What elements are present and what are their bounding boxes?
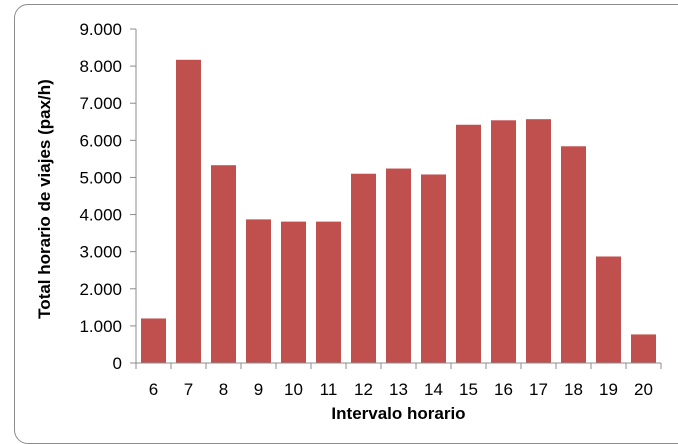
bar — [386, 168, 411, 363]
y-tick-label: 1.000 — [79, 317, 122, 336]
bar — [141, 318, 166, 363]
x-tick-label: 20 — [634, 380, 653, 399]
x-tick-label: 10 — [284, 380, 303, 399]
x-tick-label: 13 — [389, 380, 408, 399]
x-tick-label: 12 — [354, 380, 373, 399]
y-tick-label: 7.000 — [79, 94, 122, 113]
bar — [421, 174, 446, 363]
y-tick-label: 3.000 — [79, 243, 122, 262]
bar — [631, 334, 656, 363]
y-tick-label: 8.000 — [79, 57, 122, 76]
y-tick-label: 4.000 — [79, 206, 122, 225]
x-tick-label: 7 — [184, 380, 193, 399]
y-tick-label: 6.000 — [79, 131, 122, 150]
bar-chart: 0 1.000 2.000 3.000 4.000 5.000 6.000 7.000 8.00… — [35, 20, 662, 423]
bar — [316, 221, 341, 363]
bar — [561, 146, 586, 363]
x-tick-label: 16 — [494, 380, 513, 399]
bars-group — [141, 59, 656, 364]
x-tick-label: 8 — [219, 380, 228, 399]
y-tick-label: 0 — [113, 354, 122, 373]
bar — [176, 59, 201, 364]
y-axis-title: Total horario de viajes (pax/h) — [35, 79, 54, 319]
y-axis: 0 1.000 2.000 3.000 4.000 5.000 6.000 7.000 8.00… — [79, 20, 137, 373]
x-tick-label: 18 — [564, 380, 583, 399]
y-tick-label: 5.000 — [79, 168, 122, 187]
x-tick-label: 15 — [459, 380, 478, 399]
y-tick-label: 9.000 — [79, 20, 122, 39]
x-axis-title: Intervalo horario — [331, 404, 465, 423]
bar — [526, 119, 551, 364]
x-axis: 6 7 8 9 10 11 12 13 14 15 16 17 18 19 20 — [135, 362, 662, 399]
bar — [596, 256, 621, 363]
x-tick-label: 19 — [599, 380, 618, 399]
bar — [456, 124, 481, 363]
bar — [211, 165, 236, 363]
bar — [351, 173, 376, 363]
y-tick-label: 2.000 — [79, 280, 122, 299]
x-tick-label: 14 — [424, 380, 443, 399]
bar — [246, 219, 271, 363]
x-tick-label: 6 — [149, 380, 158, 399]
x-tick-label: 11 — [320, 380, 338, 399]
bar — [491, 120, 516, 363]
bar — [281, 221, 306, 363]
x-tick-label: 17 — [529, 380, 548, 399]
x-tick-label: 9 — [254, 380, 263, 399]
